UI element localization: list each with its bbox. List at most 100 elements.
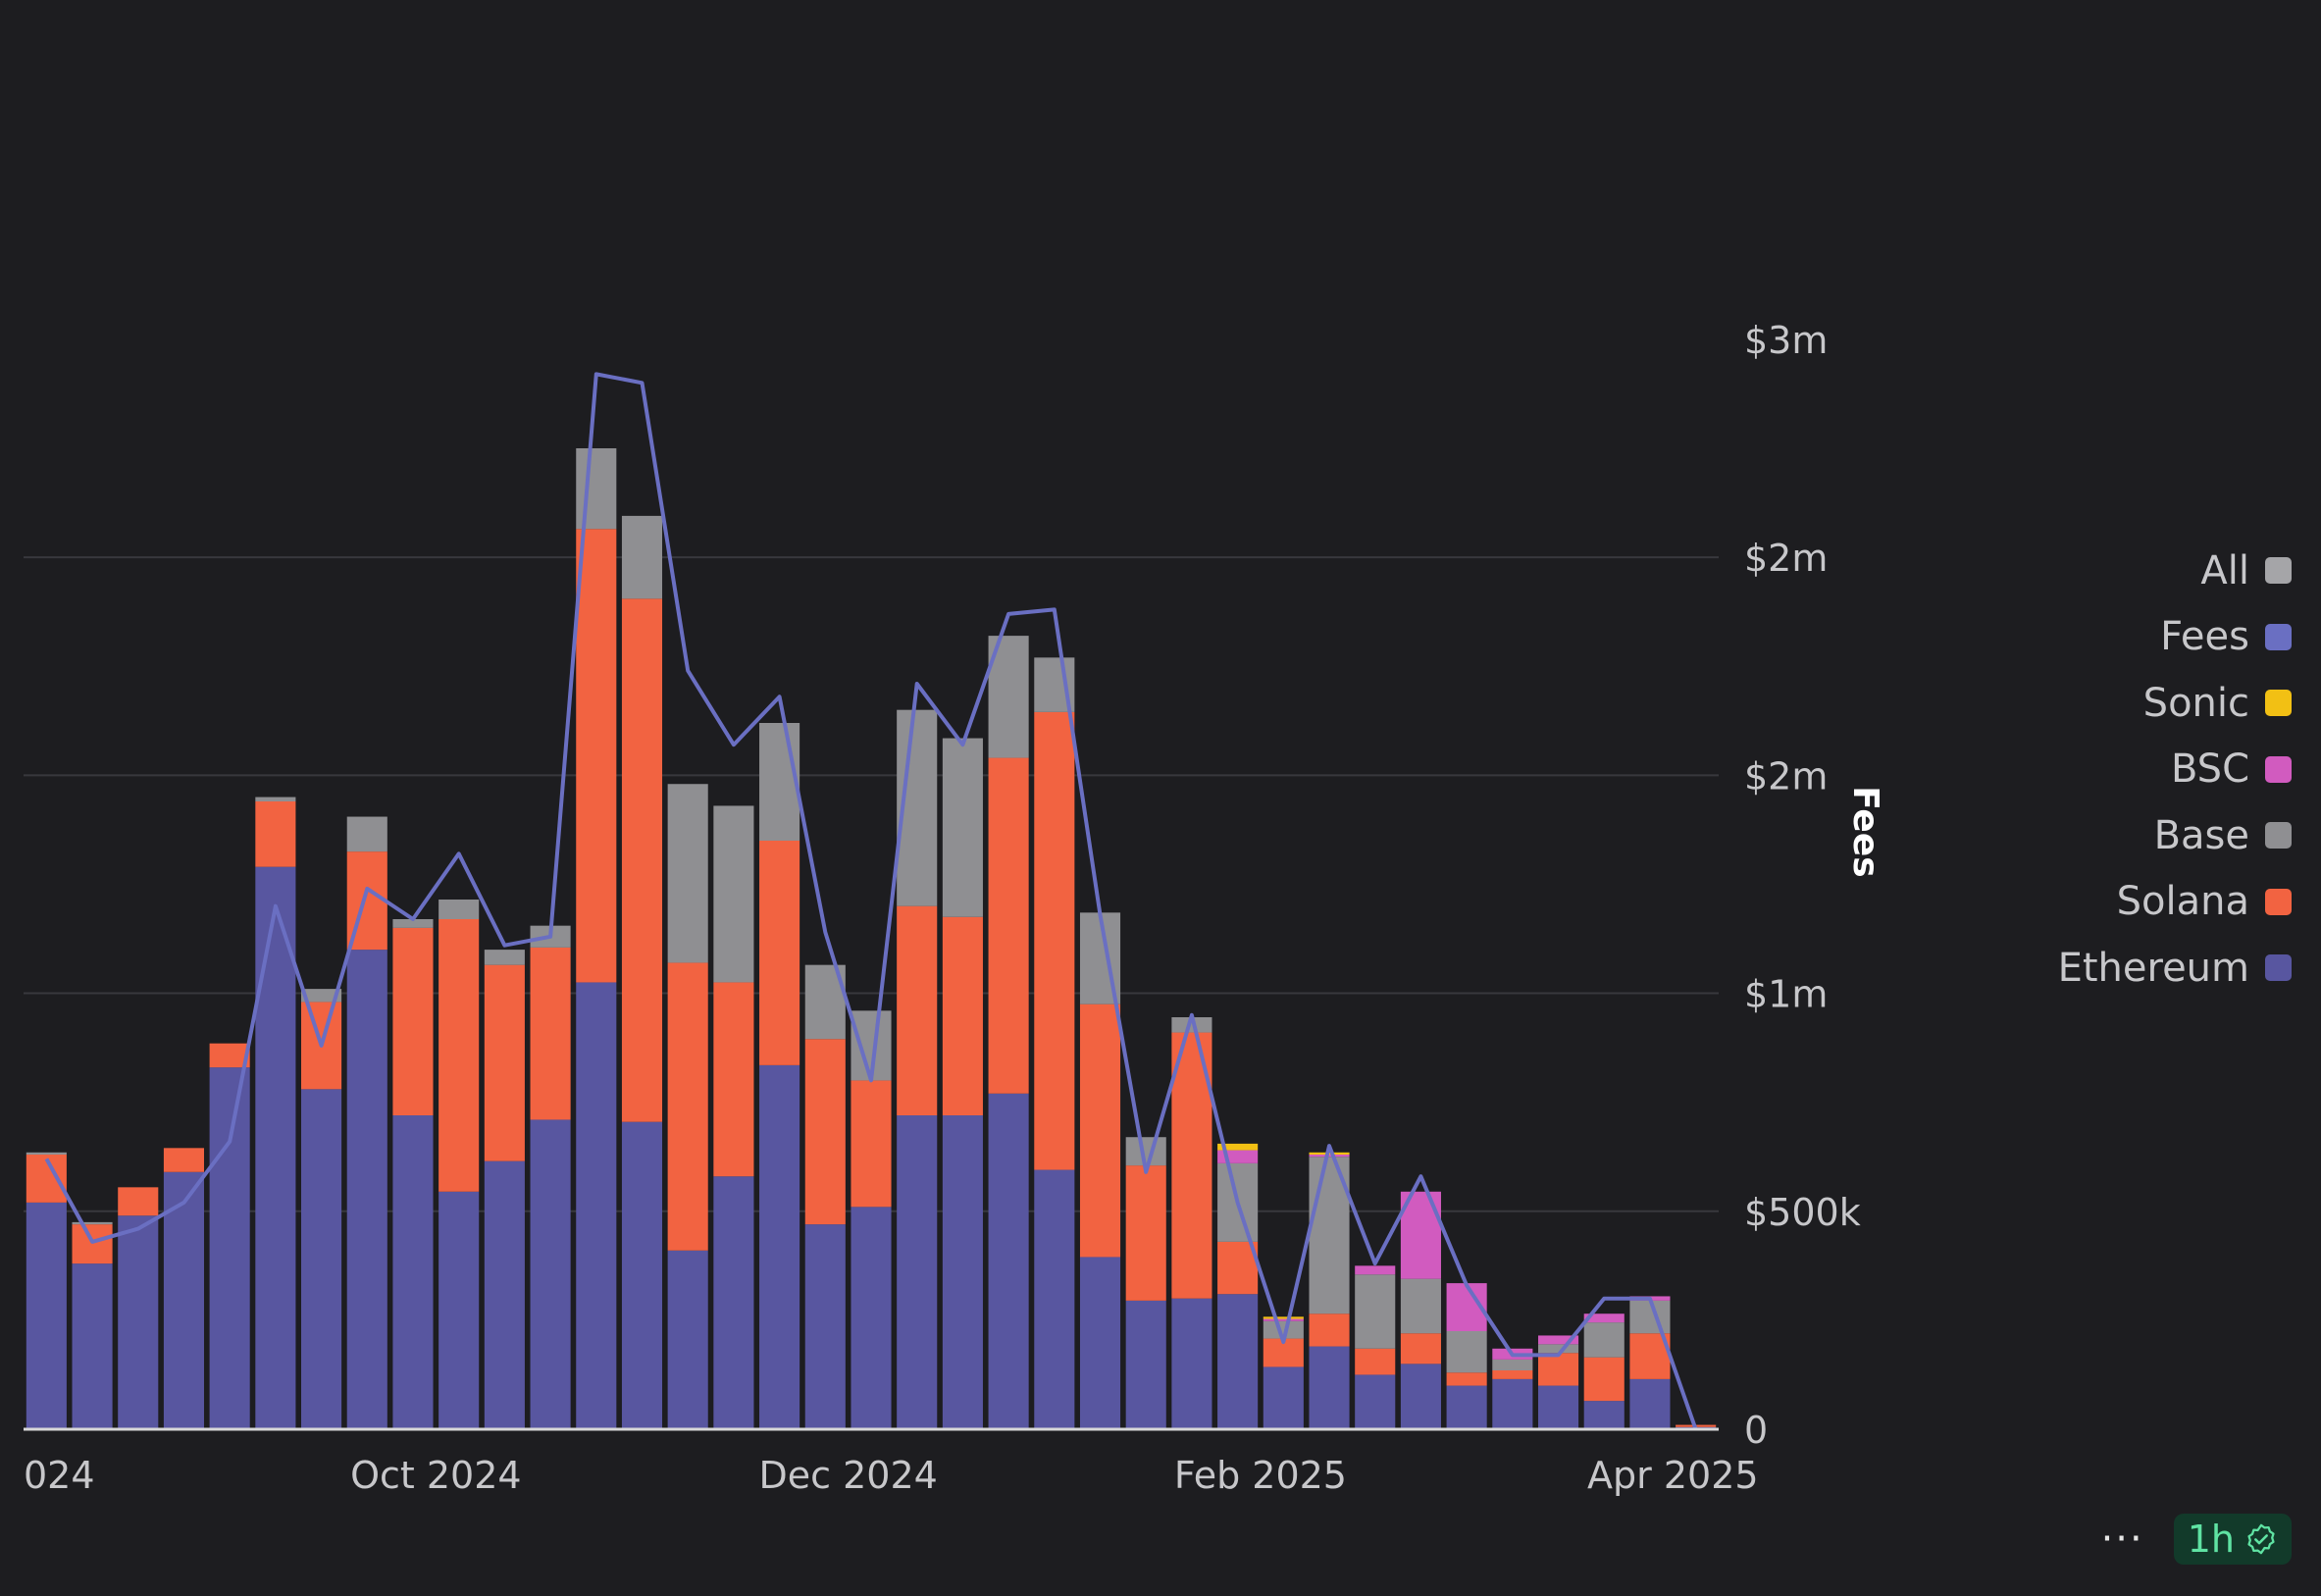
bar-base — [392, 919, 434, 928]
legend-item-sonic[interactable]: Sonic — [2058, 670, 2292, 737]
x-tick-label: 024 — [24, 1454, 95, 1497]
bar-base — [1171, 1017, 1212, 1033]
bar-base — [1263, 1320, 1304, 1339]
refresh-badge[interactable]: 1h — [2173, 1514, 2292, 1565]
bar-bsc — [1355, 1265, 1396, 1275]
bar-solana — [851, 1080, 892, 1208]
bar-ethereum — [1537, 1385, 1579, 1429]
bar-solana — [1079, 1004, 1121, 1258]
legend-item-fees[interactable]: Fees — [2058, 604, 2292, 671]
bar-base — [621, 515, 663, 599]
bar-solana — [1217, 1241, 1259, 1295]
legend-label: BSC — [2170, 747, 2249, 793]
bar-base — [1446, 1331, 1487, 1373]
bar-ethereum — [1034, 1169, 1075, 1429]
refresh-interval-label: 1h — [2187, 1518, 2235, 1561]
bar-solana — [1125, 1165, 1166, 1301]
bar-stacks — [26, 448, 1717, 1429]
bar-base — [72, 1221, 113, 1225]
bar-solana — [438, 919, 480, 1192]
bar-ethereum — [530, 1119, 571, 1429]
x-tick-label: Apr 2025 — [1587, 1454, 1759, 1497]
bar-ethereum — [1125, 1300, 1166, 1429]
legend-swatch — [2265, 755, 2292, 783]
bar-ethereum — [255, 866, 296, 1429]
legend-label: All — [2200, 547, 2249, 593]
bar-ethereum — [438, 1191, 480, 1429]
bar-solana — [392, 927, 434, 1115]
bar-solana — [1492, 1370, 1533, 1379]
bar-ethereum — [1446, 1385, 1487, 1429]
fees-line-layer — [44, 372, 1698, 1430]
bar-solana — [1034, 711, 1075, 1170]
legend-label: Ethereum — [2057, 945, 2249, 991]
bar-bsc — [1583, 1313, 1625, 1323]
bar-ethereum — [1217, 1294, 1259, 1429]
bar-bsc — [1537, 1335, 1579, 1345]
bar-ethereum — [346, 950, 387, 1429]
bar-ethereum — [667, 1250, 708, 1429]
legend-swatch — [2265, 690, 2292, 717]
x-tick-label: Dec 2024 — [758, 1454, 937, 1497]
bar-ethereum — [1355, 1374, 1396, 1429]
bar-ethereum — [1171, 1298, 1212, 1429]
bar-ethereum — [1263, 1366, 1304, 1429]
bar-solana — [1400, 1333, 1441, 1364]
legend-item-base[interactable]: Base — [2058, 802, 2292, 869]
y-axis-title: Fees — [1845, 786, 1885, 877]
bar-base — [255, 797, 296, 801]
bar-ethereum — [26, 1202, 67, 1429]
legend-swatch — [2265, 623, 2292, 650]
bar-solana — [72, 1224, 113, 1264]
legend-swatch — [2265, 822, 2292, 849]
bar-bsc — [1263, 1318, 1304, 1321]
bar-solana — [713, 982, 754, 1177]
y-tick-label: $2m — [1744, 537, 1828, 580]
bar-base — [1583, 1322, 1625, 1358]
bar-ethereum — [621, 1121, 663, 1429]
bar-ethereum — [988, 1093, 1029, 1429]
bar-solana — [804, 1039, 846, 1225]
bar-ethereum — [759, 1064, 800, 1429]
chart-footer: ··· 1h — [2101, 1514, 2292, 1565]
legend-item-all[interactable]: All — [2058, 538, 2292, 604]
y-tick-label: 0 — [1744, 1409, 1768, 1452]
bar-solana — [576, 529, 617, 983]
bar-ethereum — [942, 1115, 983, 1429]
legend: All Fees Sonic BSC Base Solana Ethereum — [2058, 538, 2292, 1002]
check-badge-icon — [2247, 1523, 2275, 1555]
bar-ethereum — [209, 1067, 250, 1429]
bar-ethereum — [484, 1160, 525, 1429]
bar-solana — [1537, 1353, 1579, 1386]
bar-solana — [988, 757, 1029, 1094]
bar-ethereum — [1583, 1401, 1625, 1429]
bar-base — [1492, 1359, 1533, 1370]
legend-label: Fees — [2160, 614, 2249, 660]
bar-solana — [530, 947, 571, 1120]
fees-line — [44, 372, 1698, 1430]
bar-ethereum — [1309, 1346, 1350, 1429]
bar-solana — [1309, 1313, 1350, 1347]
bar-ethereum — [1492, 1378, 1533, 1429]
legend-item-ethereum[interactable]: Ethereum — [2058, 935, 2292, 1002]
bar-base — [576, 448, 617, 530]
y-tick-label: $2m — [1744, 754, 1828, 798]
bar-sonic — [1263, 1316, 1304, 1319]
bar-solana — [1583, 1357, 1625, 1402]
legend-label: Solana — [2116, 879, 2249, 925]
legend-label: Sonic — [2142, 680, 2249, 726]
legend-item-solana[interactable]: Solana — [2058, 869, 2292, 936]
bar-solana — [621, 598, 663, 1122]
ellipsis-icon[interactable]: ··· — [2100, 1517, 2144, 1562]
bar-base — [942, 738, 983, 917]
bar-solana — [897, 905, 938, 1115]
bar-base — [759, 723, 800, 841]
bar-base — [301, 989, 342, 1003]
x-tick-label: Feb 2025 — [1174, 1454, 1347, 1497]
bar-solana — [1446, 1372, 1487, 1386]
bar-base — [1537, 1344, 1579, 1354]
y-tick-label: $500k — [1744, 1191, 1861, 1234]
legend-item-bsc[interactable]: BSC — [2058, 737, 2292, 803]
bar-base — [1355, 1274, 1396, 1349]
